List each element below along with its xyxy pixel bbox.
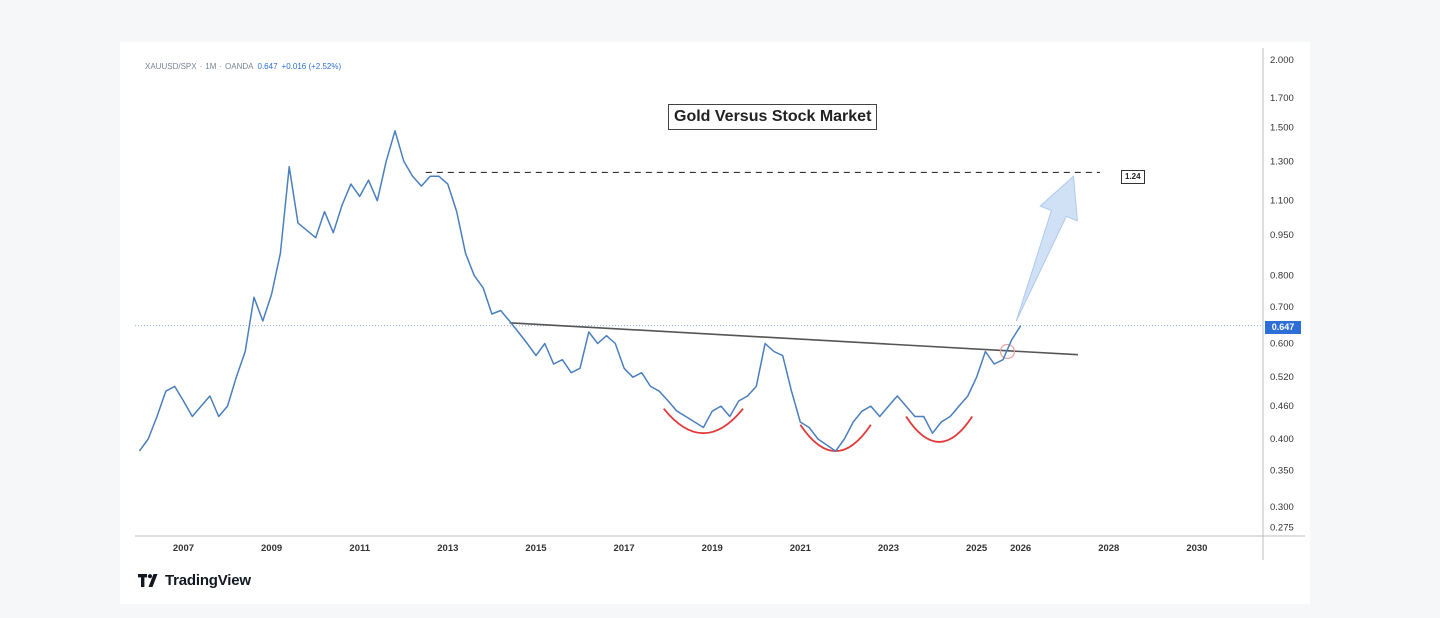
- symbol-legend[interactable]: XAUUSD/SPX · 1M · OANDA 0.647 +0.016 (+2.52%): [145, 62, 341, 71]
- price-series-line: [138, 130, 1022, 452]
- x-axis-labels: 2007 2009 2011 2013 2015 2017 2019 2021 2023 2025…: [173, 543, 1208, 554]
- y-tick-label: 0.300: [1270, 502, 1294, 513]
- y-tick-label: 0.350: [1270, 465, 1294, 476]
- current-value: 0.647: [257, 62, 278, 71]
- tradingview-logo-icon: [138, 574, 158, 587]
- x-tick-label: 2009: [261, 543, 282, 554]
- y-tick-label: 0.950: [1270, 230, 1294, 241]
- y-tick-label: 0.520: [1270, 372, 1294, 383]
- y-tick-label: 0.700: [1270, 302, 1294, 313]
- cup-arc: [905, 416, 973, 443]
- chart-canvas[interactable]: 2.000 1.700 1.500 1.300 1.100 0.950 0.800 0.700…: [120, 42, 1310, 604]
- tradingview-logo-text: TradingView: [165, 572, 251, 589]
- y-axis-labels: 2.000 1.700 1.500 1.300 1.100 0.950 0.800 0.700…: [1270, 55, 1294, 533]
- y-tick-label: 0.800: [1270, 271, 1294, 282]
- y-tick-label: 1.500: [1270, 123, 1294, 134]
- trendline: [509, 322, 1078, 356]
- breakout-marker: [999, 343, 1016, 360]
- y-tick-label: 0.600: [1270, 338, 1294, 349]
- chart-title: Gold Versus Stock Market: [668, 104, 878, 130]
- x-tick-label: 2028: [1098, 543, 1119, 554]
- x-tick-label: 2021: [790, 543, 812, 554]
- overlays: [135, 171, 1263, 452]
- y-tick-label: 1.700: [1270, 93, 1294, 104]
- x-tick-label: 2025: [966, 543, 988, 554]
- x-tick-label: 2011: [349, 543, 370, 554]
- x-tick-label: 2013: [437, 543, 458, 554]
- separator-dot: ·: [219, 62, 223, 71]
- x-tick-label: 2026: [1010, 543, 1031, 554]
- x-tick-label: 2023: [878, 543, 899, 554]
- axes: [135, 48, 1305, 560]
- cup-arc: [663, 408, 744, 434]
- y-tick-label: 1.100: [1270, 196, 1294, 207]
- x-tick-label: 2007: [173, 543, 194, 554]
- last-price-label: 0.647: [1265, 321, 1301, 334]
- separator-dot: ·: [199, 62, 203, 71]
- y-tick-label: 1.300: [1270, 156, 1294, 167]
- projection-arrow: [1015, 175, 1078, 322]
- y-tick-label: 2.000: [1270, 55, 1294, 66]
- x-tick-label: 2019: [702, 543, 723, 554]
- change-value: +0.016 (+2.52%): [281, 62, 342, 71]
- x-tick-label: 2017: [614, 543, 635, 554]
- y-tick-label: 0.275: [1270, 522, 1294, 533]
- y-tick-label: 0.400: [1270, 434, 1294, 445]
- series: [138, 130, 1022, 452]
- symbol-name: XAUUSD/SPX: [145, 62, 197, 71]
- target-label: 1.24: [1121, 170, 1145, 184]
- data-source: OANDA: [225, 62, 254, 71]
- x-tick-label: 2030: [1186, 543, 1207, 554]
- x-tick-label: 2015: [525, 543, 547, 554]
- y-tick-label: 0.460: [1270, 401, 1294, 412]
- tradingview-logo[interactable]: TradingView: [138, 572, 251, 589]
- interval: 1M: [205, 62, 217, 71]
- chart-card: 2.000 1.700 1.500 1.300 1.100 0.950 0.800 0.700…: [120, 42, 1310, 604]
